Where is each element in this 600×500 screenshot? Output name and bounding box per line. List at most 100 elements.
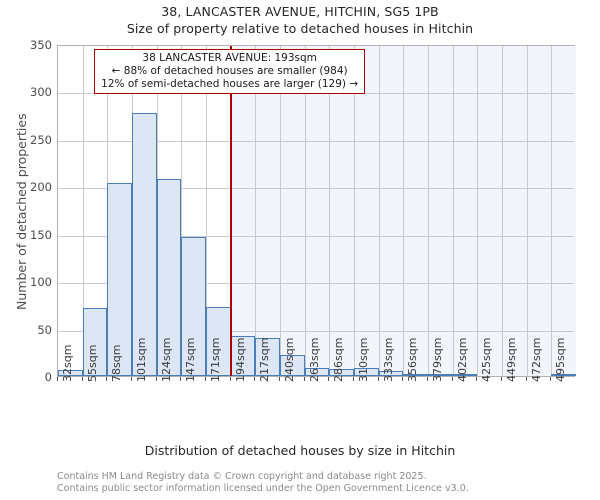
y-tick-label: 300 (30, 85, 52, 100)
gridline (502, 46, 503, 376)
shaded-region-right (230, 46, 576, 376)
y-tick-label: 150 (30, 227, 52, 242)
gridline (58, 330, 574, 332)
gridline (255, 46, 257, 376)
gridline (551, 46, 553, 376)
x-axis-label: Distribution of detached houses by size … (144, 443, 456, 458)
x-tick-mark (131, 377, 132, 381)
x-tick-label: 217sqm (258, 337, 272, 382)
histogram-bar (156, 178, 182, 376)
histogram-bar (354, 368, 379, 376)
histogram-bar (107, 182, 132, 376)
x-tick-mark (377, 377, 379, 381)
x-tick-mark (81, 377, 83, 381)
histogram-bar (428, 374, 453, 376)
gridline (452, 46, 454, 376)
footer-attribution: Contains HM Land Registry data © Crown c… (57, 471, 597, 495)
histogram-bar (132, 113, 157, 376)
gridline (58, 235, 574, 237)
x-tick-mark (476, 377, 478, 381)
histogram-bar (551, 374, 576, 376)
property-marker-line (229, 46, 232, 376)
histogram-bar (452, 374, 478, 376)
x-tick-label: 333sqm (381, 337, 395, 382)
histogram-bar (181, 236, 206, 376)
histogram-bar (329, 369, 354, 376)
x-tick-mark (501, 377, 502, 381)
chart-subtitle: Size of property relative to detached ho… (126, 21, 474, 36)
gridline (329, 46, 331, 376)
x-tick-mark (328, 377, 330, 381)
x-tick-label: 55sqm (85, 344, 99, 382)
x-tick-mark (402, 377, 404, 381)
x-tick-mark (279, 377, 280, 381)
histogram-bar (403, 374, 428, 376)
gridline (403, 46, 405, 376)
x-tick-mark (205, 377, 206, 381)
gridline (181, 46, 183, 376)
x-tick-label: 240sqm (283, 337, 296, 382)
annotation-line-3: 12% of semi-detached houses are larger (… (101, 77, 359, 90)
x-tick-label: 356sqm (406, 337, 420, 382)
y-tick-label: 0 (44, 370, 52, 384)
x-tick-label: 124sqm (159, 337, 173, 382)
gridline (82, 46, 84, 376)
histogram-bar (378, 371, 404, 376)
histogram-bar (206, 306, 231, 376)
gridline (58, 188, 574, 190)
histogram-bar (82, 307, 108, 376)
histogram-bar (255, 338, 280, 376)
plot-area (57, 45, 576, 377)
x-tick-mark (106, 377, 108, 381)
x-tick-label: 310sqm (357, 337, 370, 382)
x-tick-mark (451, 377, 453, 381)
histogram-bar (280, 355, 305, 376)
x-tick-mark (427, 377, 428, 381)
histogram-bar (58, 370, 83, 376)
y-tick-label: 250 (30, 132, 52, 147)
y-tick-label: 50 (37, 322, 52, 337)
x-tick-mark (229, 377, 231, 381)
x-tick-label: 147sqm (184, 337, 198, 382)
y-tick-label: 200 (30, 180, 52, 195)
x-tick-mark (550, 377, 552, 381)
x-tick-mark (525, 377, 527, 381)
y-tick-label: 350 (30, 38, 52, 52)
gridline (428, 46, 429, 376)
x-tick-label: 449sqm (505, 337, 518, 382)
x-tick-label: 171sqm (209, 337, 222, 382)
x-tick-label: 263sqm (307, 337, 321, 382)
annotation-box: 38 LANCASTER AVENUE: 193sqm ← 88% of det… (94, 49, 366, 95)
footer-line-1: Contains HM Land Registry data © Crown c… (57, 471, 427, 482)
y-tick-label: 100 (30, 275, 52, 290)
x-tick-label: 495sqm (554, 337, 568, 382)
x-tick-mark (353, 377, 354, 381)
gridline (477, 46, 479, 376)
x-tick-mark (254, 377, 256, 381)
x-tick-label: 286sqm (332, 337, 346, 382)
footer-line-2: Contains public sector information licen… (57, 483, 469, 495)
x-tick-label: 425sqm (480, 337, 494, 382)
gridline (280, 46, 281, 376)
x-tick-label: 78sqm (110, 344, 124, 382)
gridline (58, 140, 574, 142)
x-tick-mark (180, 377, 182, 381)
x-tick-label: 194sqm (233, 337, 247, 382)
histogram-bar (230, 336, 256, 376)
gridline (58, 283, 574, 285)
gridline (304, 46, 306, 376)
annotation-line-1: 38 LANCASTER AVENUE: 193sqm (142, 52, 317, 64)
annotation-line-2: ← 88% of detached houses are smaller (98… (111, 64, 348, 77)
x-tick-label: 32sqm (61, 344, 74, 382)
x-tick-label: 472sqm (529, 337, 543, 382)
x-tick-mark (57, 377, 58, 381)
x-tick-label: 379sqm (431, 337, 444, 382)
x-tick-label: 402sqm (455, 337, 469, 382)
histogram-bar (304, 368, 330, 376)
chart-title: 38, LANCASTER AVENUE, HITCHIN, SG5 1PB (161, 4, 439, 19)
gridline (206, 46, 207, 376)
x-tick-label: 101sqm (135, 337, 148, 382)
x-tick-mark (155, 377, 157, 381)
gridline (378, 46, 380, 376)
